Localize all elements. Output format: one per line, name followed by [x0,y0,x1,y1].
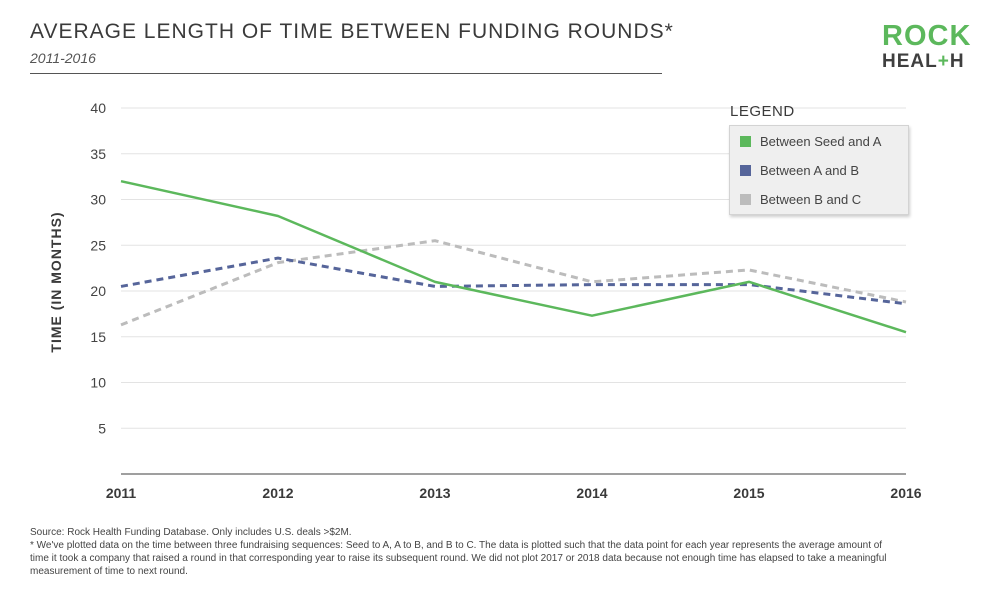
logo-line-health: HEAL+H [882,52,971,71]
x-tick-label-2013: 2013 [419,485,450,501]
gridlines [121,107,906,429]
y-tick-label-35: 35 [90,146,106,162]
legend-title: LEGEND [730,103,795,120]
x-tick-label-2012: 2012 [262,485,293,501]
legend-label-b-c: Between B and C [760,192,862,207]
x-tick-label-2015: 2015 [733,485,764,501]
legend-label-seed-a: Between Seed and A [760,134,882,149]
x-tick-label-2011: 2011 [106,485,137,501]
legend-item-a-b: Between A and B [740,163,859,178]
y-tick-label-25: 25 [90,237,106,253]
logo-plus-icon: + [937,51,950,72]
legend-swatch-seed-a [740,136,751,147]
x-tick-label-2014: 2014 [576,485,607,501]
x-tick-labels: 2011 2012 2013 2014 2015 2016 [106,485,922,501]
x-tick-label-2016: 2016 [890,485,921,501]
footnote: Source: Rock Health Funding Database. On… [30,526,890,578]
series-line-between-seed-and-a [120,179,907,334]
legend-swatch-a-b [740,165,751,176]
legend-item-seed-a: Between Seed and A [740,134,881,149]
legend-item-b-c: Between B and C [740,192,861,207]
y-tick-label-15: 15 [90,329,106,345]
y-tick-label-20: 20 [90,283,106,299]
y-tick-labels: 5 10 15 20 25 30 35 40 [90,100,106,436]
legend-label-a-b: Between A and B [760,163,860,178]
y-tick-label-40: 40 [90,100,106,116]
legend-swatch-b-c [740,194,751,205]
title-divider [30,73,662,74]
rock-health-logo: ROCK HEAL+H [882,20,972,72]
y-tick-label-5: 5 [98,420,106,436]
legend: Between Seed and A Between A and B Betwe… [729,125,909,215]
series-line-between-b-and-c [120,239,907,327]
data-series [120,179,907,334]
logo-heal: HEAL [882,51,938,72]
logo-h: H [949,51,965,72]
footnote-source: Source: Rock Health Funding Database. On… [30,527,352,538]
y-tick-label-10: 10 [90,375,106,391]
y-tick-label-30: 30 [90,192,106,208]
footnote-note: * We've plotted data on the time between… [30,540,887,577]
chart-title: AVERAGE LENGTH OF TIME BETWEEN FUNDING R… [30,20,674,43]
series-line-between-a-and-b [120,256,907,306]
chart-subtitle: 2011-2016 [30,50,96,66]
logo-line-rock: ROCK [882,20,972,52]
